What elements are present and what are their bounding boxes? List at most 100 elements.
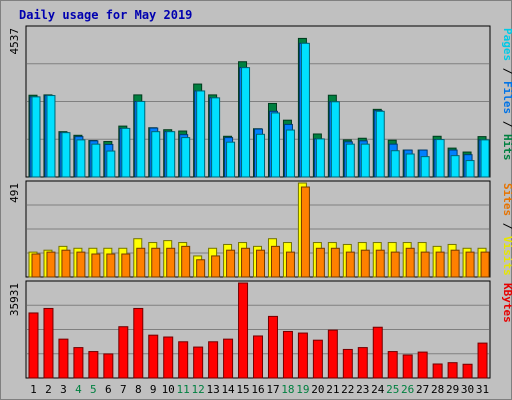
day-label-20: 20 (311, 383, 324, 396)
bar-sites-day-7 (121, 253, 131, 278)
bar-sites-day-9 (151, 247, 161, 278)
bar-sites-day-12 (196, 259, 206, 278)
panel-2-legend: Sites / Visits (501, 183, 512, 276)
day-label-27: 27 (416, 383, 429, 396)
day-label-16: 16 (251, 383, 264, 396)
bar-kbytes-day-5 (88, 351, 99, 379)
bar-sites-day-2 (46, 251, 56, 278)
bar-pages-day-17 (270, 112, 280, 178)
legend-item-hits: Hits (501, 134, 512, 161)
bar-kbytes-day-21 (327, 329, 338, 379)
bar-pages-day-2 (46, 95, 56, 178)
bar-sites-day-6 (106, 253, 116, 278)
day-label-26: 26 (401, 383, 414, 396)
bar-pages-day-8 (136, 100, 146, 178)
panel-1-legend: Pages / Files / Hits (501, 28, 512, 161)
bar-sites-day-11 (181, 245, 191, 278)
bar-kbytes-day-24 (372, 326, 383, 379)
legend-item-kbytes: KBytes (501, 283, 512, 323)
bar-pages-day-6 (106, 150, 116, 178)
day-label-13: 13 (206, 383, 219, 396)
bar-pages-day-14 (226, 141, 236, 178)
bar-pages-day-31 (480, 139, 490, 178)
day-label-8: 8 (135, 383, 142, 396)
bar-pages-day-13 (211, 97, 221, 178)
bar-pages-day-11 (181, 137, 191, 178)
bar-pages-day-22 (345, 143, 355, 178)
bar-pages-day-21 (330, 101, 340, 178)
bar-sites-day-5 (91, 253, 101, 278)
bar-pages-day-3 (61, 132, 71, 178)
bar-kbytes-day-18 (282, 330, 293, 379)
bar-pages-day-9 (151, 131, 161, 178)
bar-pages-day-20 (315, 138, 325, 178)
legend-item-visits: Visits (501, 236, 512, 276)
bar-kbytes-day-6 (103, 353, 114, 379)
bar-pages-day-4 (76, 139, 86, 178)
day-label-11: 11 (177, 383, 190, 396)
bar-sites-day-1 (31, 253, 41, 278)
bar-pages-day-10 (166, 131, 176, 178)
bar-pages-day-23 (360, 143, 370, 178)
bar-kbytes-day-29 (447, 362, 458, 379)
day-label-14: 14 (221, 383, 235, 396)
bar-kbytes-day-25 (387, 351, 398, 379)
bar-sites-day-28 (435, 251, 445, 278)
bar-kbytes-day-20 (312, 339, 323, 379)
bar-kbytes-day-22 (342, 348, 353, 379)
legend-item-separator: / (501, 61, 512, 81)
bar-pages-day-19 (300, 42, 310, 178)
bar-sites-day-14 (226, 249, 236, 278)
day-label-7: 7 (120, 383, 127, 396)
panel-1: 4537 Pages / Files / Hits (8, 25, 512, 178)
panel-3: 35931 KBytes (8, 280, 512, 379)
bar-kbytes-day-8 (133, 307, 144, 379)
bar-kbytes-day-31 (477, 342, 488, 379)
bar-kbytes-day-14 (223, 338, 234, 379)
bar-sites-day-15 (241, 247, 251, 278)
panel-3-max-label: 35931 (8, 283, 21, 316)
day-label-4: 4 (75, 383, 82, 396)
legend-item-separator: / (501, 216, 512, 236)
bar-kbytes-day-1 (28, 312, 39, 379)
bar-pages-day-24 (375, 110, 385, 178)
bar-sites-day-17 (270, 245, 280, 278)
legend-item-sites: Sites (501, 183, 512, 216)
bar-sites-day-10 (166, 247, 176, 278)
bar-sites-day-20 (315, 247, 325, 278)
bar-kbytes-day-3 (58, 338, 69, 379)
day-label-22: 22 (341, 383, 354, 396)
bar-pages-day-28 (435, 139, 445, 178)
bar-sites-day-22 (345, 251, 355, 278)
bar-kbytes-day-7 (118, 326, 129, 379)
bar-kbytes-day-23 (357, 347, 368, 379)
legend-item-pages: Pages (501, 28, 512, 61)
panel-2-max-label: 491 (8, 183, 21, 203)
day-label-3: 3 (60, 383, 67, 396)
day-label-29: 29 (446, 383, 459, 396)
day-label-6: 6 (105, 383, 112, 396)
day-label-15: 15 (236, 383, 249, 396)
bar-sites-day-23 (360, 249, 370, 278)
day-label-24: 24 (371, 383, 385, 396)
bar-sites-day-30 (465, 251, 475, 278)
bar-pages-day-12 (196, 90, 206, 178)
bar-sites-day-31 (480, 251, 490, 278)
bar-pages-day-15 (241, 67, 251, 178)
bar-kbytes-day-13 (208, 341, 219, 379)
bar-sites-day-13 (211, 255, 221, 278)
day-label-30: 30 (461, 383, 474, 396)
bar-pages-day-7 (121, 127, 131, 178)
bar-kbytes-day-15 (238, 282, 249, 379)
day-label-9: 9 (150, 383, 157, 396)
bar-sites-day-27 (420, 251, 430, 278)
bar-sites-day-24 (375, 249, 385, 278)
chart-title: Daily usage for May 2019 (19, 8, 193, 22)
panel-1-max-label: 4537 (8, 28, 21, 55)
legend-item-files: Files (501, 81, 512, 114)
bar-kbytes-day-16 (253, 335, 264, 379)
bar-pages-day-16 (256, 133, 266, 178)
day-label-23: 23 (356, 383, 369, 396)
panel-3-legend: KBytes (501, 283, 512, 323)
